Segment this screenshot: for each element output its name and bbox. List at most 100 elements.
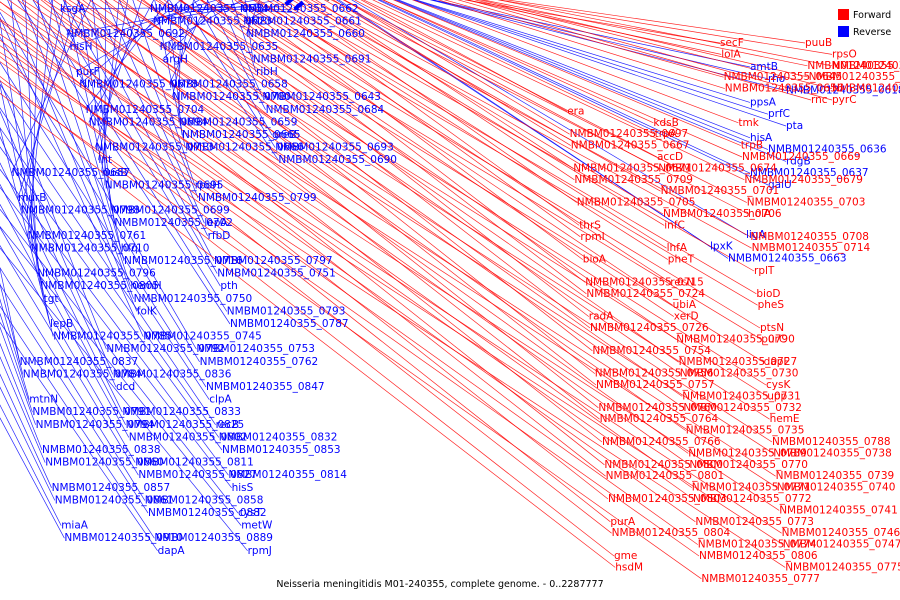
reverse-gene-label[interactable]: NMBM01240355_0660 bbox=[246, 28, 365, 40]
forward-gene-label[interactable]: NMBM01240355_0800 bbox=[604, 459, 723, 471]
forward-gene-label[interactable]: cysK bbox=[766, 379, 791, 391]
forward-gene-label[interactable]: NMBM01240355_0726 bbox=[590, 322, 709, 334]
reverse-gene-label[interactable]: NMBM01240355_0659 bbox=[179, 116, 298, 128]
forward-gene-label[interactable]: NMBM01240355_0708 bbox=[750, 231, 869, 243]
forward-gene-label[interactable]: pyrC bbox=[832, 94, 857, 106]
forward-gene-label[interactable]: thrS bbox=[579, 219, 601, 231]
forward-gene-label[interactable]: NMBM01240355_0760 bbox=[598, 402, 717, 414]
forward-gene-label[interactable]: NMBM01240355_0709 bbox=[574, 174, 693, 186]
reverse-gene-label[interactable]: NMBM01240355_0702 bbox=[114, 217, 233, 229]
forward-gene-label[interactable]: NMBM01240355_0738 bbox=[773, 447, 892, 459]
forward-gene-label[interactable]: xerD bbox=[674, 311, 699, 323]
reverse-gene-label[interactable]: ligA bbox=[746, 229, 766, 241]
reverse-gene-label[interactable]: NMBM01240355_0678 bbox=[79, 79, 198, 91]
forward-gene-label[interactable]: NMBM01240355_0803 bbox=[608, 493, 727, 505]
reverse-gene-label[interactable]: prfC bbox=[768, 108, 790, 120]
forward-gene-label[interactable]: NMBM01240355_0674 bbox=[658, 162, 777, 174]
reverse-gene-label[interactable]: NMBM01240355_0853 bbox=[222, 444, 341, 456]
forward-gene-label[interactable]: recN bbox=[670, 276, 694, 288]
reverse-gene-label[interactable]: lepB bbox=[50, 318, 73, 330]
reverse-gene-label[interactable]: NMBM01240355_0643 bbox=[262, 91, 381, 103]
reverse-gene-label[interactable]: NMBM01240355_0690 bbox=[278, 154, 397, 166]
reverse-gene-label[interactable]: NMBM01240355_0693 bbox=[275, 142, 394, 154]
forward-gene-label[interactable]: puuB bbox=[805, 37, 832, 49]
forward-gene-label[interactable]: NMBM01240355_0705 bbox=[577, 197, 696, 209]
reverse-gene-label[interactable]: folK bbox=[137, 305, 158, 317]
reverse-gene-label[interactable]: NMBM01240355_0798 bbox=[21, 205, 140, 217]
reverse-gene-label[interactable]: NMBM01240355_0861 bbox=[55, 494, 174, 506]
forward-gene-label[interactable]: accD bbox=[657, 151, 683, 163]
reverse-gene-label[interactable]: NMBM01240355_0805 bbox=[40, 280, 159, 292]
forward-gene-label[interactable]: rplT bbox=[754, 265, 775, 277]
reverse-gene-label[interactable]: hisA bbox=[750, 132, 773, 144]
forward-gene-label[interactable]: NMBM01240355_0701 bbox=[661, 185, 780, 197]
reverse-gene-label[interactable]: dapA bbox=[158, 545, 186, 557]
forward-gene-label[interactable]: NMBM01240355_0770 bbox=[689, 459, 808, 471]
reverse-gene-label[interactable]: NMBM01240355_0691 bbox=[253, 53, 372, 65]
reverse-gene-label[interactable]: pth bbox=[220, 280, 237, 292]
forward-gene-label[interactable]: NMBM01240355_0740 bbox=[777, 482, 896, 494]
forward-gene-label[interactable]: rnc bbox=[811, 94, 828, 106]
reverse-gene-label[interactable]: NMBM01240355_0753 bbox=[196, 343, 315, 355]
reverse-gene-label[interactable]: NMBM01240355_0784 bbox=[23, 368, 142, 380]
reverse-gene-label[interactable]: NMBM01240355_0634 bbox=[150, 3, 269, 15]
forward-gene-label[interactable]: ubiA bbox=[673, 299, 697, 311]
forward-gene-label[interactable]: NMBM01240355_0646 bbox=[809, 71, 900, 83]
reverse-gene-label[interactable]: NMBM01240355_0836 bbox=[113, 368, 232, 380]
reverse-gene-label[interactable]: lepA bbox=[204, 217, 228, 229]
forward-gene-label[interactable]: NMBM01240355_0789 bbox=[688, 447, 807, 459]
forward-gene-label[interactable]: bioA bbox=[583, 254, 607, 266]
forward-gene-label[interactable]: NMBM01240355_0741 bbox=[779, 504, 898, 516]
reverse-gene-label[interactable]: NMBM01240355_0635 bbox=[160, 41, 279, 53]
forward-gene-label[interactable]: NMBM01240355_0679 bbox=[744, 174, 863, 186]
reverse-gene-label[interactable]: NMBM01240355_0847 bbox=[206, 381, 325, 393]
forward-gene-label[interactable]: NMBM01240355_0777 bbox=[701, 573, 820, 585]
forward-gene-label[interactable]: NMBM01240355_0774 bbox=[698, 539, 817, 551]
reverse-gene-label[interactable]: NMBM01240355_0663 bbox=[728, 252, 847, 264]
forward-gene-label[interactable]: NMBM01240355_0667 bbox=[571, 140, 690, 152]
reverse-gene-label[interactable]: NMBM01240355_0787 bbox=[230, 318, 349, 330]
reverse-gene-label[interactable]: NMBM01240355_0761 bbox=[28, 230, 147, 242]
reverse-gene-label[interactable]: NMBM01240355_0910 bbox=[64, 532, 183, 544]
forward-gene-label[interactable]: tmk bbox=[738, 117, 759, 129]
forward-gene-label[interactable]: upp bbox=[767, 390, 787, 402]
reverse-gene-label[interactable]: NMBM01240355_0658 bbox=[169, 79, 288, 91]
reverse-gene-label[interactable]: NMBM01240355_0797 bbox=[214, 255, 333, 267]
forward-gene-label[interactable]: NMBM01240355_0747 bbox=[783, 539, 900, 551]
forward-gene-label[interactable]: NMBM01240355_0775 bbox=[785, 561, 900, 573]
reverse-gene-label[interactable]: ribH bbox=[256, 66, 278, 78]
forward-gene-label[interactable]: NMBM01240355_0727 bbox=[679, 356, 798, 368]
forward-gene-label[interactable]: NMBM01240355_0806 bbox=[699, 550, 818, 562]
reverse-gene-label[interactable]: NMBM01240355_0858 bbox=[145, 494, 264, 506]
reverse-gene-label[interactable]: NMBM01240355_0802 bbox=[129, 431, 248, 443]
reverse-gene-label[interactable]: lpxK bbox=[710, 241, 734, 253]
forward-gene-label[interactable]: pheT bbox=[668, 254, 695, 266]
forward-gene-label[interactable]: holA bbox=[748, 208, 772, 220]
forward-gene-label[interactable]: purA bbox=[610, 516, 636, 528]
reverse-gene-label[interactable]: NMBM01240355_0799 bbox=[198, 192, 317, 204]
reverse-gene-label[interactable]: NMBM01240355_0750 bbox=[134, 293, 253, 305]
forward-gene-label[interactable]: NMBM01240355_0625 bbox=[807, 60, 900, 72]
reverse-gene-label[interactable]: NMBM01240355_0687 bbox=[12, 167, 131, 179]
forward-gene-label[interactable]: NMBM01240355_0724 bbox=[586, 288, 705, 300]
reverse-gene-label[interactable]: nusB bbox=[102, 167, 128, 179]
forward-gene-label[interactable]: hsdM bbox=[615, 561, 643, 573]
forward-gene-label[interactable]: radA bbox=[589, 311, 614, 323]
forward-gene-label[interactable]: NMBM01240355_0669 bbox=[742, 151, 861, 163]
forward-gene-label[interactable]: era bbox=[567, 105, 584, 117]
forward-gene-label[interactable]: NMBM01240355_0656 bbox=[725, 83, 844, 95]
reverse-gene-label[interactable]: ppsA bbox=[750, 96, 777, 108]
forward-gene-label[interactable]: kdsB bbox=[653, 117, 678, 129]
forward-gene-label[interactable]: NMBM01240355_0732 bbox=[683, 402, 802, 414]
reverse-gene-label[interactable]: NMBM01240355_0791 bbox=[32, 406, 151, 418]
reverse-gene-label[interactable]: NMBM01240355_0713 bbox=[95, 142, 214, 154]
reverse-gene-label[interactable]: hisH bbox=[70, 41, 93, 53]
forward-gene-label[interactable]: NMBM01240355_0627 bbox=[832, 60, 900, 72]
reverse-gene-label[interactable]: hemH bbox=[130, 280, 161, 292]
reverse-gene-label[interactable]: metW bbox=[241, 520, 273, 532]
reverse-gene-label[interactable]: NMBM01240355_0837 bbox=[20, 356, 139, 368]
reverse-gene-label[interactable]: NMBM01240355_0860 bbox=[45, 457, 164, 469]
reverse-gene-label[interactable]: cysT bbox=[238, 507, 262, 519]
forward-gene-label[interactable]: NMBM01240355_0754 bbox=[592, 345, 711, 357]
reverse-gene-label[interactable]: NMBM01240355_0825 bbox=[126, 419, 245, 431]
